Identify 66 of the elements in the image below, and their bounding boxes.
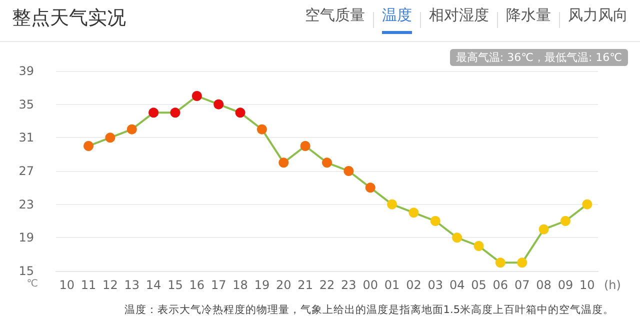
x-tick-label: 11 — [80, 278, 96, 292]
point — [452, 232, 462, 243]
x-tick-label: 13 — [124, 278, 140, 292]
x-tick-label: 20 — [276, 278, 292, 292]
text: 空气质量 — [305, 6, 365, 26]
point — [148, 108, 159, 118]
y-tick-label: 19 — [18, 230, 34, 245]
x-tick-label: 02 — [406, 278, 422, 292]
point — [322, 158, 332, 168]
x-tick-label: 04 — [449, 278, 465, 292]
point — [408, 208, 419, 218]
text: 降水量 — [506, 6, 551, 26]
x-tick-label: 10 — [59, 278, 74, 292]
chart-title: 整点天气实况 — [12, 6, 126, 31]
point — [430, 216, 440, 226]
x-tick-label: 08 — [536, 278, 552, 292]
x-tick-label: 23 — [341, 278, 356, 292]
point — [495, 258, 506, 268]
point — [126, 124, 137, 134]
point — [214, 99, 224, 110]
y-axis-title: ℃ — [26, 278, 38, 290]
point — [235, 108, 246, 118]
x-tick-label: 10 — [580, 278, 595, 292]
x-tick-label: 15 — [168, 278, 183, 292]
x-tick-label: 01 — [384, 278, 400, 292]
text: 温度 — [382, 6, 412, 34]
point — [387, 199, 398, 210]
point — [170, 108, 180, 118]
x-tick-label: 21 — [298, 278, 313, 292]
point — [365, 182, 376, 193]
point — [278, 158, 289, 168]
point — [474, 241, 484, 251]
x-tick-label: 00 — [362, 278, 378, 292]
y-tick-label: 35 — [18, 97, 34, 112]
x-tick-label: 14 — [146, 278, 162, 292]
point — [582, 199, 592, 210]
x-tick-label: 19 — [254, 278, 270, 292]
y-tick-label: 31 — [18, 130, 34, 145]
x-tick-label: 22 — [319, 278, 335, 292]
point — [517, 258, 528, 268]
y-tick-label: 15 — [18, 264, 34, 278]
text: 风力风向 — [568, 6, 628, 26]
x-tick-label: 07 — [514, 278, 530, 292]
x-axis-title: (h) — [604, 278, 621, 292]
text: 温度：表示大气冷热程度的物理量，气象上给出的温度是指离地面1.5米高度上百叶箱中的空气温度。 — [124, 303, 614, 317]
point — [300, 141, 310, 151]
x-tick-label: 03 — [428, 278, 444, 292]
point — [105, 132, 116, 143]
x-tick-label: 09 — [558, 278, 574, 292]
x-tick-label: 16 — [189, 278, 205, 292]
x-tick-label: 12 — [102, 278, 118, 292]
point — [538, 224, 549, 234]
y-tick-label: 27 — [18, 164, 34, 178]
x-tick-label: 05 — [471, 278, 486, 292]
text: 最高气温: 36℃，最低气温: 16℃ — [450, 49, 628, 66]
point — [256, 124, 267, 134]
point — [192, 91, 202, 101]
x-tick-label: 18 — [232, 278, 248, 292]
text: 相对湿度 — [429, 6, 489, 26]
x-tick-label: 17 — [210, 278, 226, 292]
point — [84, 141, 94, 151]
x-tick-label: 06 — [492, 278, 508, 292]
y-tick-label: 39 — [18, 64, 34, 78]
y-tick-label: 23 — [18, 197, 34, 212]
point — [344, 166, 354, 176]
point — [560, 216, 570, 226]
